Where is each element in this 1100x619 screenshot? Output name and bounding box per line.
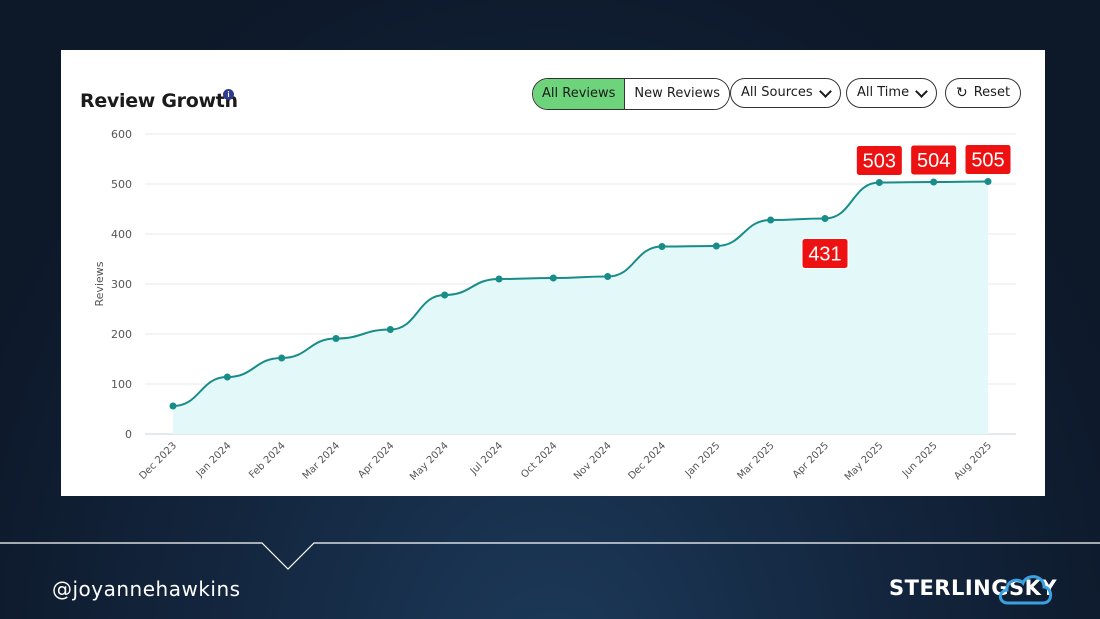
y-tick-label: 100 — [111, 378, 132, 391]
data-point — [549, 274, 557, 282]
y-tick-label: 300 — [111, 278, 132, 291]
value-callout: 431 — [801, 238, 849, 269]
data-point — [441, 291, 449, 299]
sources-dropdown[interactable]: All Sources — [730, 78, 841, 108]
data-point — [821, 215, 829, 222]
all-reviews-button[interactable]: All Reviews — [533, 79, 626, 109]
data-point — [604, 273, 612, 280]
y-axis-label: Reviews — [93, 261, 106, 306]
info-icon[interactable]: i — [223, 89, 234, 100]
data-point — [658, 243, 666, 250]
value-callout-label: 503 — [863, 151, 896, 173]
value-callout-label: 504 — [917, 150, 950, 172]
data-point — [984, 178, 992, 185]
data-point — [278, 354, 286, 362]
data-point — [169, 402, 177, 410]
sterlingsky-logo: STERLINGSKY — [889, 576, 1057, 600]
series-line — [172, 180, 989, 407]
value-callout-box — [855, 145, 903, 176]
data-point — [332, 335, 340, 342]
data-point — [495, 275, 503, 283]
chart-title: Review Growth — [80, 90, 238, 112]
reset-button[interactable]: ↻ Reset — [945, 78, 1022, 108]
value-callout-box — [964, 144, 1012, 175]
series-area — [173, 181, 988, 434]
reset-button-label: Reset — [973, 85, 1011, 100]
value-callout-box — [801, 238, 849, 269]
y-tick-label: 400 — [111, 228, 132, 241]
data-point — [875, 179, 883, 186]
value-callout: 504 — [910, 144, 958, 176]
review-growth-card: Review Growth i All Reviews New Reviews … — [61, 50, 1045, 496]
value-callout: 505 — [964, 144, 1012, 175]
reset-icon: ↻ — [956, 85, 968, 101]
data-point — [767, 216, 775, 224]
y-tick-label: 0 — [125, 428, 132, 441]
value-callout-label: 505 — [971, 150, 1004, 172]
y-tick-label: 600 — [111, 128, 132, 141]
time-range-dropdown-label: All Time — [857, 85, 910, 100]
value-callout: 503 — [855, 145, 903, 176]
sources-dropdown-label: All Sources — [741, 85, 813, 100]
time-range-dropdown[interactable]: All Time — [846, 78, 938, 108]
value-callout-box — [910, 144, 958, 176]
review-type-toggle: All Reviews New Reviews — [532, 78, 731, 110]
new-reviews-button[interactable]: New Reviews — [625, 79, 730, 109]
data-point — [712, 242, 720, 250]
y-tick-label: 200 — [111, 328, 132, 341]
logo-text-left: STERLING — [889, 576, 1009, 600]
cloud-icon — [998, 575, 1053, 605]
author-handle: @joyannehawkins — [52, 577, 241, 601]
data-point — [223, 373, 231, 381]
y-tick-label: 500 — [111, 178, 132, 191]
data-point — [930, 178, 938, 186]
data-point — [386, 326, 394, 333]
value-callout-label: 431 — [808, 244, 841, 266]
